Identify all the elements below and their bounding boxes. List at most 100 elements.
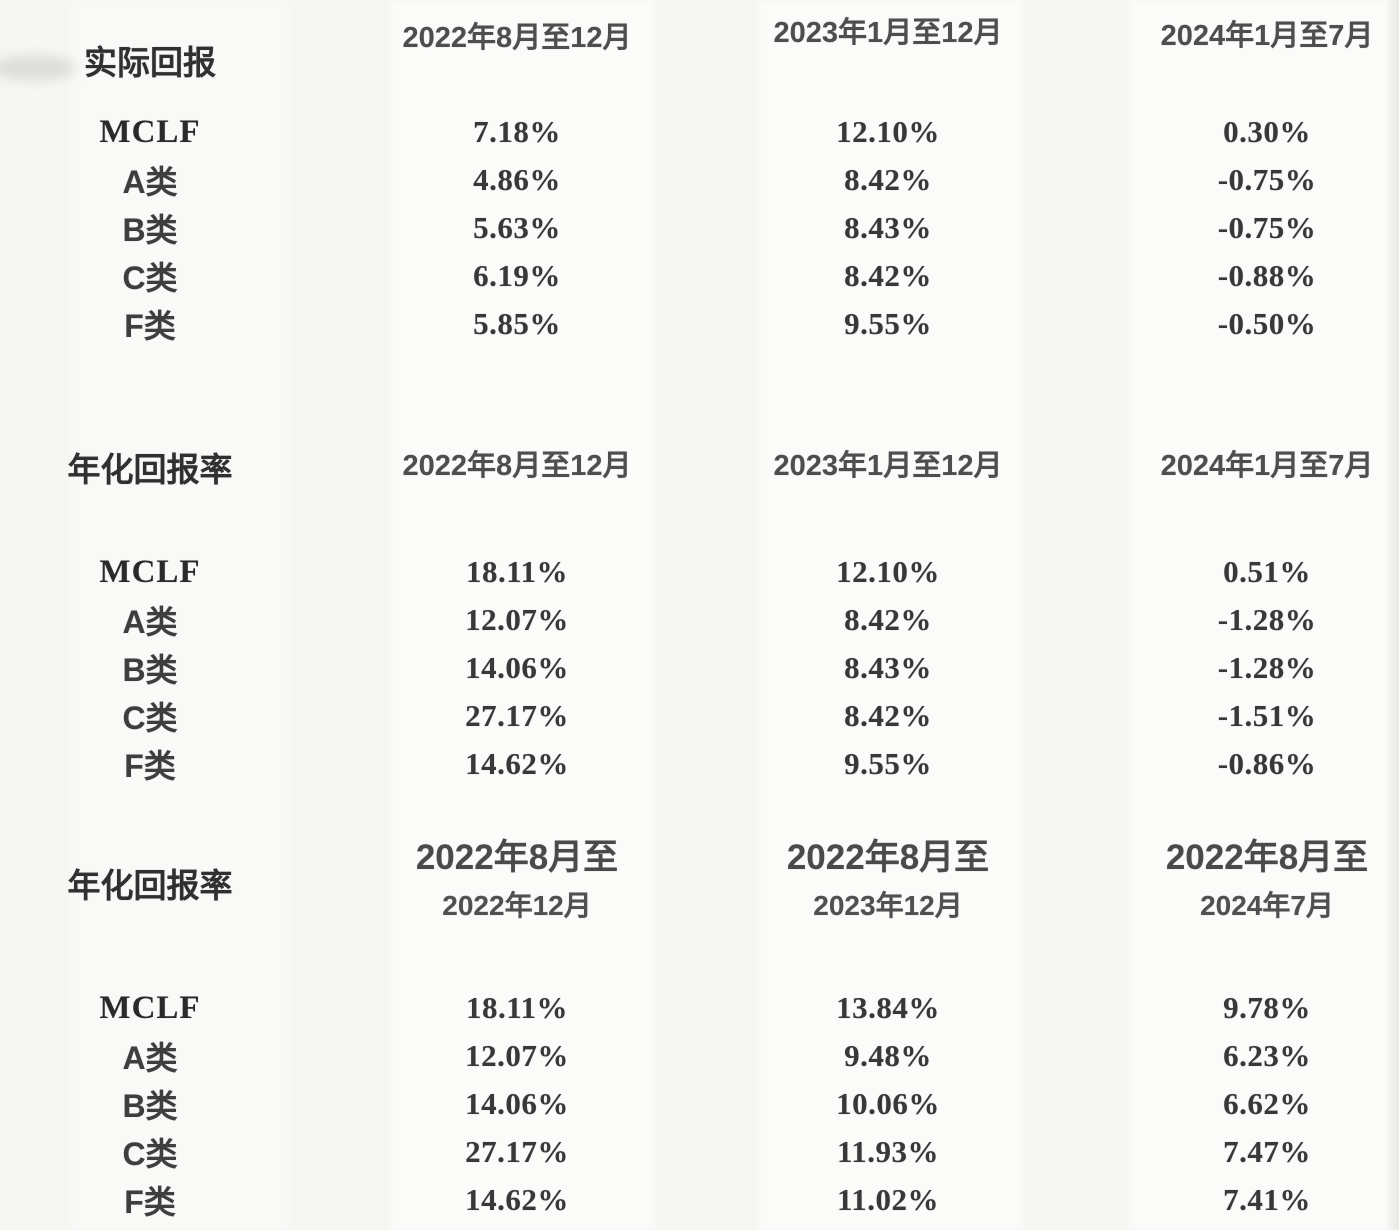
value-cell: -0.86% [1217,746,1317,781]
row-label: MCLF [99,113,201,150]
value-cell: 12.10% [836,114,940,149]
value-cell: 8.42% [844,698,932,733]
column-header: 2023年1月至12月 [773,450,1003,482]
value-cell: 0.51% [1223,554,1311,589]
table-row: MCLF 18.11% 12.10% 0.51% [0,548,1399,596]
row-label: F类 [124,308,176,344]
value-cell: 10.06% [836,1086,940,1121]
value-cell: 8.42% [844,258,932,293]
value-cell: 12.07% [465,1038,569,1073]
table-body: MCLF 18.11% 12.10% 0.51% A类 12.07% 8.42%… [0,548,1399,788]
table-row: F类 5.85% 9.55% -0.50% [0,300,1399,348]
value-cell: 7.41% [1223,1182,1311,1217]
row-label: B类 [122,1088,178,1124]
row-label: F类 [124,1184,176,1220]
row-label: A类 [122,604,178,640]
section-title: 年化回报率 [67,451,233,488]
row-label: C类 [122,260,178,296]
row-label: B类 [122,652,178,688]
value-cell: -1.28% [1217,602,1317,637]
value-cell: -0.75% [1217,210,1317,245]
table-row: C类 27.17% 8.42% -1.51% [0,692,1399,740]
row-label: B类 [122,212,178,248]
scan-artifact-band [390,0,655,1230]
value-cell: -0.50% [1217,306,1317,341]
value-cell: 8.43% [844,210,932,245]
table-header-row: 年化回报率 2022年8月至 2022年12月 2022年8月至 2023年12… [0,836,1399,926]
value-cell: 7.47% [1223,1134,1311,1169]
scan-smudge [0,56,77,80]
column-header: 2023年1月至12月 [773,17,1003,49]
value-cell: 9.48% [844,1038,932,1073]
value-cell: 5.63% [473,210,561,245]
row-label: F类 [124,748,176,784]
value-cell: 7.18% [473,114,561,149]
table-row: MCLF 18.11% 13.84% 9.78% [0,984,1399,1032]
value-cell: 6.62% [1223,1086,1311,1121]
scan-artifact-band [758,0,1023,1230]
table-row: A类 12.07% 8.42% -1.28% [0,596,1399,644]
value-cell: 14.06% [465,1086,569,1121]
value-cell: 6.19% [473,258,561,293]
table-row: A类 12.07% 9.48% 6.23% [0,1032,1399,1080]
column-header-line1: 2022年8月至 [786,838,990,877]
table-row: A类 4.86% 8.42% -0.75% [0,156,1399,204]
value-cell: 12.07% [465,602,569,637]
value-cell: 8.42% [844,602,932,637]
column-header-line2: 2024年7月 [1200,890,1334,921]
table-body: MCLF 7.18% 12.10% 0.30% A类 4.86% 8.42% -… [0,108,1399,348]
table-header-row: 年化回报率 2022年8月至12月 2023年1月至12月 2024年1月至7月 [0,444,1399,492]
table-row: B类 5.63% 8.43% -0.75% [0,204,1399,252]
value-cell: 9.55% [844,306,932,341]
column-header-line1: 2022年8月至 [415,838,619,877]
column-header-line2: 2022年12月 [442,890,592,921]
table-row: C类 27.17% 11.93% 7.47% [0,1128,1399,1176]
value-cell: 14.62% [465,1182,569,1217]
table-header-row: 实际回报 2022年8月至12月 2023年1月至12月 2024年1月至7月 [0,16,1399,85]
row-label: A类 [122,1040,178,1076]
value-cell: 8.43% [844,650,932,685]
scan-artifact-band [1128,0,1390,1230]
scan-artifact-band [70,0,290,1230]
value-cell: 12.10% [836,554,940,589]
value-cell: -1.51% [1217,698,1317,733]
value-cell: 9.55% [844,746,932,781]
column-header-line2: 2023年12月 [813,890,963,921]
value-cell: 14.06% [465,650,569,685]
table-row: MCLF 7.18% 12.10% 0.30% [0,108,1399,156]
column-header: 2024年1月至7月 [1160,450,1374,482]
value-cell: 27.17% [465,698,569,733]
value-cell: 8.42% [844,162,932,197]
value-cell: 27.17% [465,1134,569,1169]
value-cell: -0.75% [1217,162,1317,197]
value-cell: 11.02% [836,1182,940,1217]
value-cell: 11.93% [836,1134,940,1169]
table-row: F类 14.62% 11.02% 7.41% [0,1176,1399,1224]
column-header: 2022年8月至12月 [402,22,632,54]
value-cell: -1.28% [1217,650,1317,685]
column-header: 2022年8月至 2022年12月 [300,836,734,926]
row-label: MCLF [99,989,201,1026]
scan-edge-shade [1385,0,1399,1230]
value-cell: -0.88% [1217,258,1317,293]
column-header-line1: 2022年8月至 [1165,838,1369,877]
section-title: 年化回报率 [67,867,233,904]
column-header: 2022年8月至12月 [402,450,632,482]
table-row: C类 6.19% 8.42% -0.88% [0,252,1399,300]
value-cell: 4.86% [473,162,561,197]
value-cell: 18.11% [465,990,569,1025]
column-header: 2022年8月至 2023年12月 [734,836,1042,926]
column-header: 2022年8月至 2024年7月 [1042,836,1399,926]
table-row: B类 14.06% 8.43% -1.28% [0,644,1399,692]
value-cell: 18.11% [465,554,569,589]
section-title: 实际回报 [84,44,216,81]
value-cell: 9.78% [1223,990,1311,1025]
table-row: F类 14.62% 9.55% -0.86% [0,740,1399,788]
value-cell: 0.30% [1223,114,1311,149]
row-label: A类 [122,164,178,200]
value-cell: 13.84% [836,990,940,1025]
table-body: MCLF 18.11% 13.84% 9.78% A类 12.07% 9.48%… [0,984,1399,1224]
value-cell: 14.62% [465,746,569,781]
value-cell: 5.85% [473,306,561,341]
column-header: 2024年1月至7月 [1160,20,1374,52]
